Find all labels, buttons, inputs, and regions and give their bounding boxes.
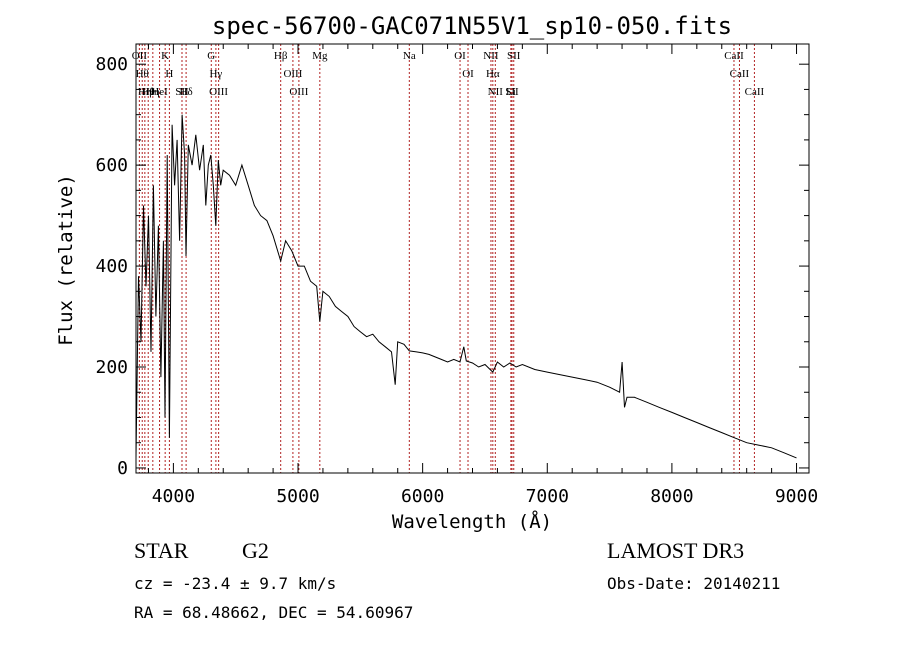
y-tick-label: 800 [95, 54, 128, 75]
x-tick-label: 8000 [650, 486, 693, 507]
survey-name: LAMOST DR3 [607, 538, 745, 563]
x-axis-label: Wavelength (Å) [392, 510, 552, 533]
line-marker-label: Na [403, 50, 416, 62]
line-marker-label: CaII [730, 68, 750, 80]
x-tick-label: 9000 [775, 486, 818, 507]
x-tick-label: 5000 [276, 486, 319, 507]
line-marker-label: OII [132, 50, 148, 62]
line-marker-label: G [207, 50, 215, 62]
x-axis: 4000 5000 6000 7000 8000 9000 [147, 44, 818, 507]
line-marker-label: Hα [486, 68, 500, 80]
x-tick-label: 4000 [152, 486, 195, 507]
spectrum-line [135, 114, 797, 459]
line-marker-label: SII [505, 86, 519, 98]
line-marker-label: HeI [151, 86, 168, 98]
plot-frame [135, 43, 810, 474]
observation-date: Obs-Date: 20140211 [607, 574, 781, 593]
line-marker-label: Hθ [142, 86, 155, 98]
line-marker-label: OIII [209, 86, 228, 98]
line-marker-label: OI [462, 68, 474, 80]
redshift-value: cz = -23.4 ± 9.7 km/s [134, 574, 337, 593]
y-axis-label: Flux (relative) [55, 174, 77, 346]
x-tick-label: 6000 [401, 486, 444, 507]
line-marker-label: SII [175, 86, 189, 98]
line-marker-label: Hδ [180, 86, 193, 98]
y-tick-label: 600 [95, 155, 128, 176]
line-marker-label: H [165, 68, 173, 80]
line-marker-label: Mg [312, 50, 328, 62]
y-tick-label: 0 [117, 458, 128, 479]
line-marker-label: Hη [146, 86, 160, 98]
coordinates: RA = 68.48662, DEC = 54.60967 [134, 603, 414, 622]
y-tick-label: 200 [95, 357, 128, 378]
line-marker-label: Hγ [209, 68, 222, 80]
line-marker-label: CaII [745, 86, 765, 98]
line-marker-label: K [161, 50, 169, 62]
emission-line-labels: OIIHθHηHθHηHeIKHSIIHδGHγOIIIHβOIIIOIIIMg… [132, 50, 765, 98]
object-class: STAR [134, 538, 189, 563]
line-marker-label: Hθ [136, 68, 149, 80]
line-marker-label: CaII [724, 50, 744, 62]
line-marker-label: NII [488, 86, 504, 98]
line-marker-label: OI [454, 50, 466, 62]
line-marker-label: OIII [289, 86, 308, 98]
chart-title: spec-56700-GAC071N55V1_sp10-050.fits [212, 12, 732, 40]
line-marker-label: Hβ [274, 50, 288, 62]
line-marker-label: SII [507, 50, 521, 62]
object-subclass: G2 [242, 538, 269, 563]
x-tick-label: 7000 [526, 486, 569, 507]
line-marker-label: OIII [283, 68, 302, 80]
y-tick-label: 400 [95, 256, 128, 277]
line-marker-label: NII [483, 50, 499, 62]
line-marker-label: Hη [138, 86, 152, 98]
y-axis: 0 200 400 600 800 [95, 54, 809, 479]
line-marker-label: Li [506, 86, 516, 98]
